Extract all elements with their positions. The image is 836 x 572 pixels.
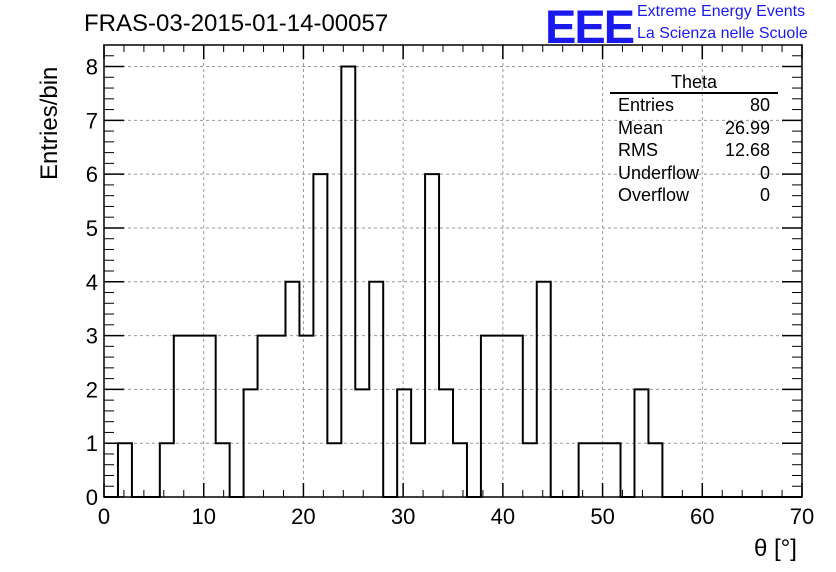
stats-value: 26.99: [724, 117, 770, 138]
stats-value: 12.68: [724, 140, 770, 160]
stats-row: RMS 12.68: [610, 139, 778, 162]
stats-value: 80: [749, 95, 770, 115]
y-tick-label: 7: [86, 108, 98, 133]
x-axis-label: θ [°]: [754, 535, 797, 562]
y-tick-label: 1: [86, 431, 98, 456]
eee-logo: EEE: [545, 0, 635, 53]
logo-caption-line1: Extreme Energy Events: [637, 3, 806, 20]
stats-row: Underflow 0: [610, 162, 778, 185]
chart-title: FRAS-03-2015-01-14-00057: [84, 10, 389, 37]
stats-key: Entries: [618, 95, 675, 115]
stats-key: Mean: [618, 117, 664, 138]
x-tick-label: 0: [98, 504, 110, 529]
stats-row: Overflow 0: [610, 184, 778, 207]
stats-row: Entries 80: [610, 94, 778, 117]
x-tick-label: 10: [191, 504, 215, 529]
y-tick-label: 3: [86, 324, 98, 349]
x-tick-label: 20: [291, 504, 315, 529]
stats-key: RMS: [618, 140, 658, 160]
stats-row: Mean 26.99: [610, 117, 778, 140]
x-tick-label: 70: [790, 504, 814, 529]
stats-key: Overflow: [618, 185, 690, 205]
y-tick-label: 4: [86, 270, 98, 295]
x-tick-label: 60: [690, 504, 714, 529]
y-axis-label-box: Entries/bin: [8, 30, 63, 190]
x-tick-label: 50: [590, 504, 614, 529]
y-tick-label: 5: [86, 216, 98, 241]
stats-value: 0: [759, 185, 770, 205]
stats-value: 0: [759, 162, 770, 183]
y-tick-label: 8: [86, 55, 98, 80]
y-tick-label: 2: [86, 377, 98, 402]
stats-box: Theta Entries 80 Mean 26.99 RMS 12.68 Un…: [610, 72, 778, 207]
x-axis-ticks: 0 10 20 30 40 50 60 70: [98, 45, 814, 529]
y-axis-label: Entries/bin: [36, 66, 63, 180]
x-tick-label: 30: [391, 504, 415, 529]
stats-key: Underflow: [618, 162, 700, 183]
logo-caption-line2: La Scienza nelle Scuole: [637, 25, 808, 42]
stats-title: Theta: [610, 72, 778, 94]
y-tick-label: 0: [86, 485, 98, 510]
x-tick-label: 40: [491, 504, 515, 529]
histogram-series: [104, 65, 802, 498]
y-tick-label: 6: [86, 162, 98, 187]
